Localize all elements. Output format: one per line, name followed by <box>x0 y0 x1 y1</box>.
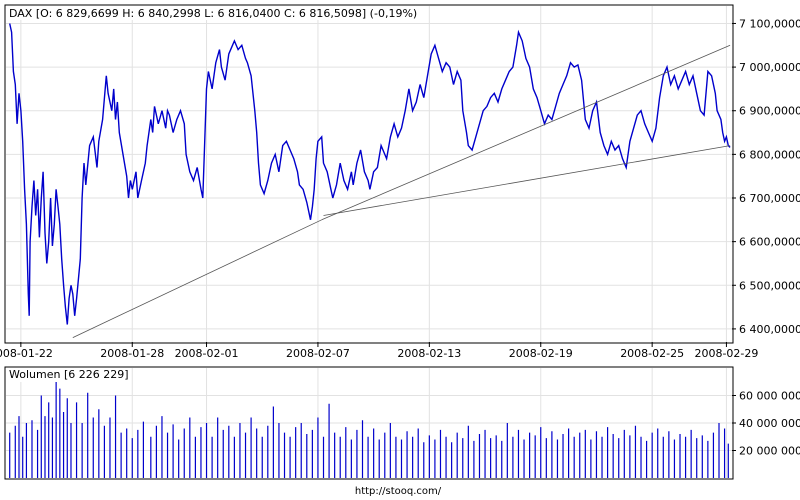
price-y-tick-label: 7 000,0000 <box>739 61 800 74</box>
price-x-tick-label: 2008-02-25 <box>620 347 684 360</box>
price-x-tick-label: 2008-01-22 <box>0 347 53 360</box>
price-y-tick-label: 6 400,0000 <box>739 323 800 336</box>
volume-y-tick-label: 40 000 000 <box>739 417 800 430</box>
trend-line <box>72 219 322 338</box>
source-link[interactable]: http://stooq.com/ <box>355 486 442 497</box>
price-y-axis: 6 400,0000 6 500,0000 6 600,0000 6 700,0000… <box>732 17 800 336</box>
price-panel-frame <box>4 4 734 344</box>
price-y-tick-label: 6 600,0000 <box>739 236 800 249</box>
price-x-tick-label: 2008-01-28 <box>100 347 164 360</box>
price-x-tick-label: 2008-02-07 <box>286 347 350 360</box>
trend-line <box>323 145 731 216</box>
volume-y-axis: 20 000 000 40 000 000 60 000 000 <box>732 390 800 458</box>
price-x-tick-label: 2008-02-13 <box>397 347 461 360</box>
volume-bars <box>9 374 729 478</box>
volume-title-bg <box>6 368 116 382</box>
price-title: DAX [O: 6 829,6699 H: 6 840,2998 L: 6 81… <box>9 7 417 20</box>
price-y-tick-label: 6 800,0000 <box>739 148 800 161</box>
price-y-tick-label: 7 100,0000 <box>739 17 800 30</box>
price-x-tick-label: 2008-02-01 <box>175 347 239 360</box>
price-line <box>9 23 731 325</box>
volume-y-tick-label: 60 000 000 <box>739 390 800 403</box>
volume-title: Wolumen [6 226 229] <box>9 368 129 381</box>
price-series <box>9 23 731 338</box>
price-title-bg <box>6 6 386 20</box>
price-y-tick-label: 6 700,0000 <box>739 192 800 205</box>
price-y-tick-label: 6 900,0000 <box>739 105 800 118</box>
price-y-tick-label: 6 500,0000 <box>739 279 800 292</box>
price-x-tick-label: 2008-02-19 <box>509 347 573 360</box>
price-x-tick-label: 2008-02-29 <box>694 347 758 360</box>
volume-y-tick-label: 20 000 000 <box>739 445 800 458</box>
price-x-axis: 2008-01-22 2008-01-28 2008-02-01 2008-02-07… <box>0 342 758 360</box>
trend-line <box>321 44 731 221</box>
